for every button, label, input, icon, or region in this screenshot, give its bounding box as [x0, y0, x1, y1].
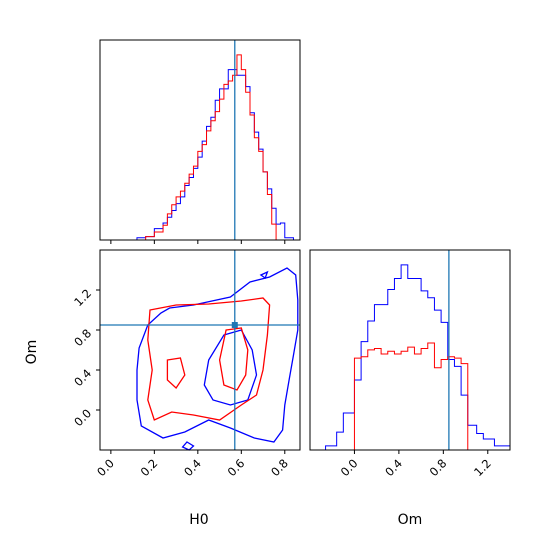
om-x-tick-label: 0.8 — [427, 456, 450, 479]
joint-y-tick-label: 0.0 — [71, 406, 94, 429]
contour-blue-3 — [259, 270, 269, 280]
om-x-tick-label: 0.0 — [338, 456, 361, 479]
joint-y-tick-label: 1.2 — [71, 286, 94, 309]
joint-x-tick-label: 0.4 — [181, 456, 204, 479]
joint-y-tick-label: 0.4 — [71, 366, 94, 389]
joint-y-tick-label: 0.8 — [71, 326, 94, 349]
om-x-tick-label: 1.2 — [471, 456, 494, 479]
om-marginal-histogram: 0.0 0.4 0.8 1.2 — [309, 249, 511, 479]
om-histogram-red — [325, 342, 510, 451]
contour-red-4 — [147, 297, 271, 421]
joint-x-tick-label: 0.8 — [268, 456, 291, 479]
om-x-tick-label: 0.4 — [382, 456, 405, 479]
contour-red-6 — [166, 357, 186, 389]
joint-x-axis-label: H0 — [189, 512, 208, 528]
joint-truth-marker — [231, 322, 238, 328]
joint-y-axis-label: Om — [24, 340, 40, 365]
joint-x-tick-label: 0.0 — [94, 456, 117, 479]
h0-histogram-blue — [136, 69, 294, 240]
h0-om-joint-contour-panel: 0.0 0.2 0.4 0.6 0.8 0.0 0.4 0.8 1.2 — [71, 249, 301, 479]
axis-labels: H0 Om Om — [24, 340, 422, 528]
joint-x-tick-label: 0.6 — [225, 456, 248, 479]
h0-histogram-red — [136, 54, 294, 241]
h0-hist-frame — [99, 39, 301, 241]
joint-x-tick-label: 0.2 — [138, 456, 161, 479]
h0-marginal-histogram — [99, 39, 301, 244]
contour-blue-0 — [136, 267, 299, 443]
om-histogram-blue — [325, 264, 511, 450]
contour-red-5 — [218, 327, 249, 391]
om-x-axis-label: Om — [398, 512, 423, 528]
contour-blue-1 — [203, 329, 258, 406]
contour-blue-2 — [181, 441, 195, 451]
om-hist-frame — [309, 249, 511, 451]
joint-frame — [99, 249, 301, 451]
